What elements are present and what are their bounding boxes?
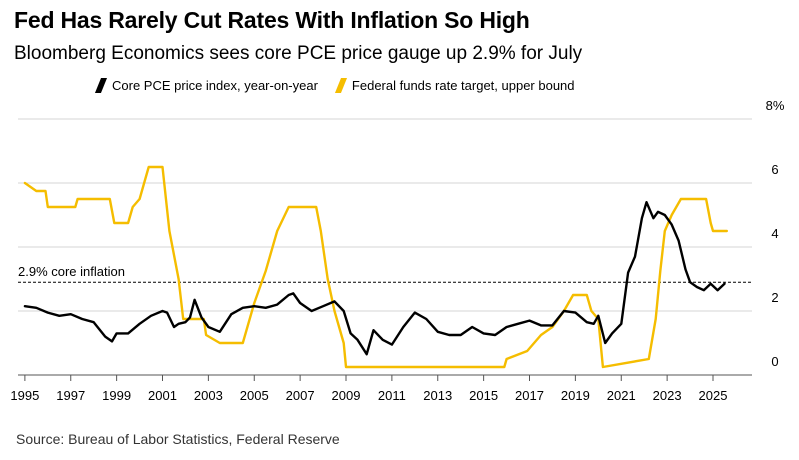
reference-line-group: 2.9% core inflation bbox=[18, 264, 752, 283]
y-tick-label-4: 4 bbox=[771, 226, 778, 241]
x-tick-label-2013: 2013 bbox=[423, 388, 452, 403]
gridlines bbox=[18, 118, 752, 312]
x-tick-label-2023: 2023 bbox=[653, 388, 682, 403]
y-tick-label-0: 0 bbox=[771, 354, 778, 369]
x-tick-label-1995: 1995 bbox=[10, 388, 39, 403]
x-tick-label-2019: 2019 bbox=[561, 388, 590, 403]
series-line-fed-funds bbox=[23, 165, 728, 369]
legend-label-core-pce: Core PCE price index, year-on-year bbox=[112, 78, 318, 93]
x-tick-label-2009: 2009 bbox=[332, 388, 361, 403]
legend-item-core-pce: Core PCE price index, year-on-year bbox=[94, 78, 318, 93]
x-tick-label-2021: 2021 bbox=[607, 388, 636, 403]
x-tick-label-2015: 2015 bbox=[469, 388, 498, 403]
source-note: Source: Bureau of Labor Statistics, Fede… bbox=[16, 431, 340, 447]
x-tick-label-2003: 2003 bbox=[194, 388, 223, 403]
x-tick-label-2011: 2011 bbox=[378, 388, 406, 403]
chart-title: Fed Has Rarely Cut Rates With Inflation … bbox=[14, 7, 530, 33]
y-tick-label-6: 6 bbox=[771, 162, 778, 177]
y-axis: 0 2 4 6 8% bbox=[766, 98, 785, 369]
y-tick-label-2: 2 bbox=[771, 290, 778, 305]
x-tick-label-1997: 1997 bbox=[56, 388, 85, 403]
x-axis: 1995 1997 1999 2001 2003 2005 2007 2009 2011 2013… bbox=[10, 374, 752, 403]
x-tick-label-2007: 2007 bbox=[286, 388, 315, 403]
line-chart: 1995 1997 1999 2001 2003 2005 2007 2009 2011 2013… bbox=[10, 98, 785, 403]
y-tick-label-8: 8% bbox=[766, 98, 785, 113]
x-tick-label-2017: 2017 bbox=[515, 388, 544, 403]
series-lines bbox=[23, 165, 728, 369]
x-tick-label-2001: 2001 bbox=[148, 388, 177, 403]
legend-item-fed-funds: Federal funds rate target, upper bound bbox=[334, 78, 575, 93]
x-tick-label-2005: 2005 bbox=[240, 388, 269, 403]
legend-label-fed-funds: Federal funds rate target, upper bound bbox=[351, 78, 575, 93]
series-line-core-pce bbox=[23, 201, 726, 356]
chart-legend: Core PCE price index, year-on-year Feder… bbox=[94, 78, 595, 93]
reference-line-label: 2.9% core inflation bbox=[18, 264, 125, 279]
x-tick-label-1999: 1999 bbox=[102, 388, 131, 403]
chart-subtitle: Bloomberg Economics sees core PCE price … bbox=[14, 43, 583, 64]
x-tick-label-2025: 2025 bbox=[699, 388, 728, 403]
